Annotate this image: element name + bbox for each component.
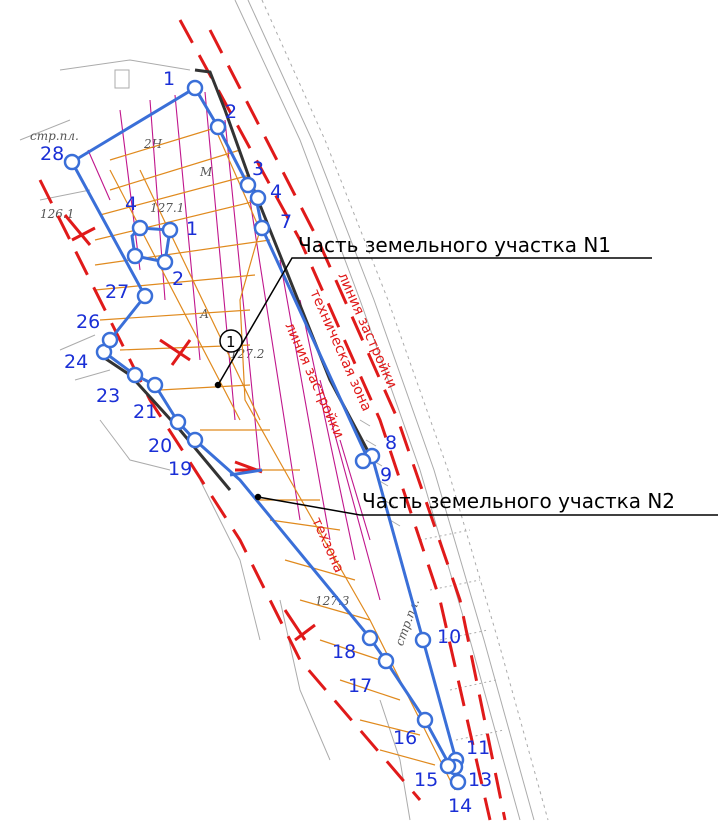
label-p20: 20 [148,435,172,457]
topo-code-m: М [199,165,213,179]
hole-vertex-1[interactable] [161,221,179,239]
label-p17: 17 [348,675,372,697]
label-p26: 26 [76,311,100,333]
vertex-28[interactable] [63,153,81,171]
label-p27: 27 [105,281,129,303]
label-p28: 28 [40,143,64,165]
vertex-14[interactable] [449,773,467,791]
part2-hatch [94,127,456,791]
vertex-16[interactable] [416,711,434,729]
vertex-21[interactable] [146,376,164,394]
vertices [63,79,467,791]
hole-vertex-4[interactable] [131,219,149,237]
vertex-9[interactable] [354,452,372,470]
techzone-label: техзона [308,515,347,575]
label-p9: 9 [380,464,392,486]
label-h2: 2 [172,268,184,290]
hole-vertex-a[interactable] [126,247,144,265]
topographic-base [19,0,549,821]
label-h4: 4 [125,193,137,215]
part-marker-number: 1 [226,333,236,351]
label-p3: 3 [252,158,264,180]
label-p15: 15 [414,769,438,791]
label-p1: 1 [163,68,175,90]
vertex-7[interactable] [253,219,271,237]
vertex-23[interactable] [126,366,144,384]
label-p19: 19 [168,458,192,480]
part-marker: 1 [219,329,243,353]
topo-elev-1271: 127.1 [150,201,184,215]
label-p4: 4 [270,181,282,203]
label-p2: 2 [225,101,237,123]
callout-leaders [214,257,718,516]
vertex-19[interactable] [186,431,204,449]
hole-vertex-2[interactable] [156,253,174,271]
vertex-10[interactable] [414,631,432,649]
vertex-3[interactable] [239,176,257,194]
vertex-20[interactable] [169,413,187,431]
vertex-1[interactable] [186,79,204,97]
topo-code-a: А [199,307,209,321]
label-p18: 18 [332,641,356,663]
vertex-27[interactable] [136,287,154,305]
callout-part-1: Часть земельного участка N1 [298,233,611,257]
label-p24: 24 [64,351,88,373]
label-p13: 13 [468,769,492,791]
vertex-4[interactable] [249,189,267,207]
vertex-17[interactable] [377,652,395,670]
vertex-15[interactable] [439,757,457,775]
red-markers [63,214,316,642]
label-h1: 1 [186,218,198,240]
label-p14: 14 [448,795,472,817]
label-p7: 7 [280,211,292,233]
callout-part-2: Часть земельного участка N2 [362,489,675,513]
label-p8: 8 [385,432,397,454]
label-p23: 23 [96,385,120,407]
label-p10: 10 [437,626,461,648]
topo-str-pl: стр.пл. [30,129,79,143]
vertex-18[interactable] [361,629,379,647]
vertex-labels: 1 2 3 4 7 8 9 10 11 13 14 15 16 17 18 19… [40,68,492,817]
vertex-26[interactable] [101,331,119,349]
label-p21: 21 [133,401,157,423]
label-p11: 11 [466,737,490,759]
callouts: Часть земельного участка N1 Часть земель… [298,233,675,513]
label-p16: 16 [393,727,417,749]
vertex-2[interactable] [209,118,227,136]
